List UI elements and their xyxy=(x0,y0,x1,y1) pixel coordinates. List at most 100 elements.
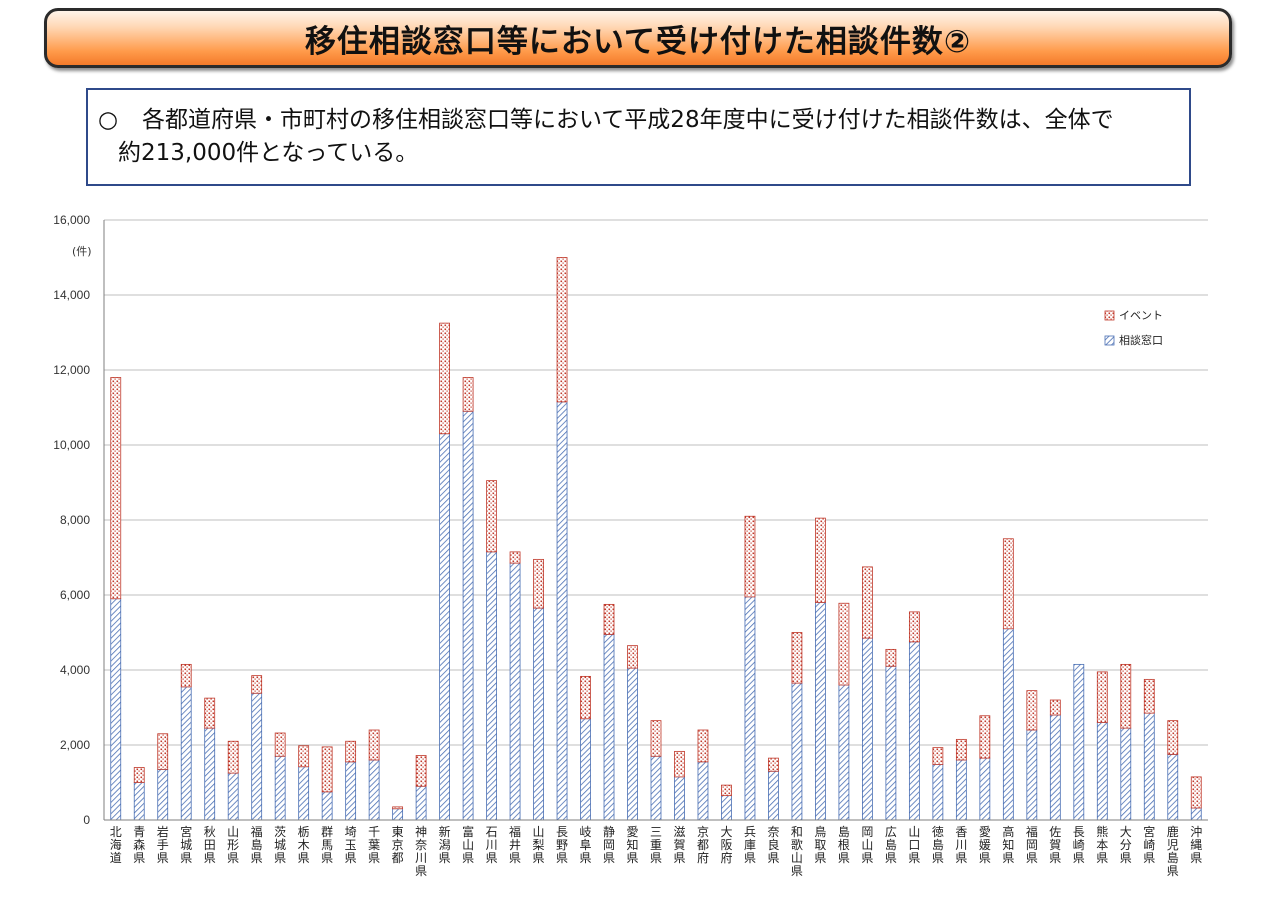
x-tick-label: 富山県 xyxy=(462,824,474,865)
bar-event-45 xyxy=(1167,720,1179,755)
bar-consult-22 xyxy=(627,667,638,821)
bar-event-11 xyxy=(368,729,380,761)
bar-event-36 xyxy=(955,738,967,761)
bar-event-34 xyxy=(908,611,920,643)
x-tick-label: 千葉県 xyxy=(368,825,380,865)
bar-consult-2 xyxy=(157,768,169,821)
x-tick-label: 山口県 xyxy=(908,825,920,865)
bar-consult-25 xyxy=(697,761,709,821)
bar-consult-0 xyxy=(110,598,122,821)
bar-event-7 xyxy=(274,732,286,757)
x-tick-label: 高知県 xyxy=(1002,824,1014,865)
bar-event-12 xyxy=(392,806,404,810)
x-tick-label: 長崎県 xyxy=(1073,825,1085,865)
bar-consult-28 xyxy=(768,770,779,821)
legend-label-event: イベント xyxy=(1119,309,1163,322)
y-tick-label: 4,000 xyxy=(60,663,90,677)
x-tick-label: 静岡県 xyxy=(603,825,615,865)
x-tick-label: 埼玉県 xyxy=(345,825,357,865)
x-tick-label: 石川県 xyxy=(486,825,498,865)
bar-event-0 xyxy=(110,377,122,600)
bar-consult-23 xyxy=(650,755,662,821)
bar-consult-24 xyxy=(674,776,685,821)
bar-consult-26 xyxy=(721,795,732,821)
bar-event-28 xyxy=(768,757,779,772)
bar-consult-44 xyxy=(1143,712,1155,821)
x-tick-label: 栃木県 xyxy=(298,825,310,865)
x-tick-label: 岩手県 xyxy=(157,824,169,865)
x-tick-label: 宮崎県 xyxy=(1143,824,1155,865)
x-tick-label: 愛媛県 xyxy=(979,825,991,865)
y-tick-label: 14,000 xyxy=(53,288,90,302)
stacked-bar-chart: 0 2,000 4,000 6,000 8,000 10,000 12,000 14,000 1… xyxy=(53,213,1208,878)
bar-consult-29 xyxy=(791,682,803,821)
bar-consult-1 xyxy=(133,782,145,821)
x-tick-label: 三重県 xyxy=(650,825,662,865)
bar-consult-12 xyxy=(392,808,404,821)
bar-consult-11 xyxy=(368,759,380,821)
bar-consult-3 xyxy=(180,686,192,821)
bar-consult-45 xyxy=(1167,753,1179,821)
x-tick-label: 佐賀県 xyxy=(1049,825,1061,865)
x-tick-label: 熊本県 xyxy=(1096,824,1108,865)
bar-event-21 xyxy=(603,603,615,635)
x-tick-label: 沖縄県 xyxy=(1190,825,1202,865)
bar-event-18 xyxy=(533,558,544,609)
bar-consult-32 xyxy=(862,637,873,821)
bar-consult-41 xyxy=(1073,663,1085,821)
summary-text: ○ 各都道府県・市町村の移住相談窓口等において平成28年度中に受け付けた相談件数は… xyxy=(98,104,1175,170)
bar-event-13 xyxy=(415,755,427,787)
bar-event-23 xyxy=(650,720,662,757)
x-tick-label: 山梨県 xyxy=(533,825,545,865)
x-tick-label: 青森県 xyxy=(133,825,145,865)
summary-line-2: 約213,000件となっている。 xyxy=(118,140,419,166)
x-tick-label: 和歌山県 xyxy=(791,825,803,878)
bar-event-39 xyxy=(1026,690,1038,731)
bar-event-19 xyxy=(556,257,568,403)
bar-consult-18 xyxy=(533,607,544,821)
bar-consult-16 xyxy=(486,551,497,821)
y-tick-label: 8,000 xyxy=(60,513,90,527)
x-tick-label: 新潟県 xyxy=(439,824,451,865)
bar-event-5 xyxy=(227,740,239,774)
x-tick-label: 鹿児島県 xyxy=(1167,824,1179,878)
legend-swatch-consult xyxy=(1104,335,1115,346)
x-tick-label: 大分県 xyxy=(1120,825,1132,865)
bar-event-17 xyxy=(509,551,521,564)
y-tick-label: 16,000 xyxy=(53,213,90,227)
bar-event-14 xyxy=(439,322,450,435)
x-tick-label: 徳島県 xyxy=(932,824,944,865)
bar-event-9 xyxy=(321,746,333,793)
bar-event-20 xyxy=(580,675,591,720)
bar-event-44 xyxy=(1143,678,1155,714)
bar-event-31 xyxy=(838,602,850,686)
bar-consult-15 xyxy=(462,410,474,821)
x-tick-label: 茨城県 xyxy=(274,825,286,865)
bar-event-33 xyxy=(885,648,897,667)
x-tick-label: 神奈川県 xyxy=(415,825,427,878)
bar-event-46 xyxy=(1190,776,1202,809)
legend-swatch-event xyxy=(1104,310,1115,321)
bar-consult-30 xyxy=(815,602,826,821)
bar-event-26 xyxy=(721,784,732,797)
x-tick-label: 京都府 xyxy=(697,825,709,865)
chart-area: 0 2,000 4,000 6,000 8,000 10,000 12,000 14,000 1… xyxy=(0,200,1280,900)
bar-event-4 xyxy=(204,697,216,729)
bar-consult-37 xyxy=(979,757,991,821)
bar-event-38 xyxy=(1002,538,1014,630)
bar-event-3 xyxy=(180,663,192,688)
bar-event-25 xyxy=(697,729,709,763)
bar-event-27 xyxy=(744,515,756,598)
bar-event-29 xyxy=(791,632,803,684)
bar-consult-43 xyxy=(1120,727,1132,821)
x-tick-label: 島根県 xyxy=(838,824,850,865)
x-tick-label: 群馬県 xyxy=(321,825,333,865)
x-tick-label: 東京都 xyxy=(392,825,404,865)
bar-event-37 xyxy=(979,715,991,759)
bar-event-10 xyxy=(345,740,357,763)
bar-consult-40 xyxy=(1049,714,1061,821)
bar-consult-6 xyxy=(251,692,263,821)
x-tick-label: 長野県 xyxy=(556,825,568,865)
x-tick-label: 福島県 xyxy=(251,824,263,865)
x-tick-label: 広島県 xyxy=(885,825,897,865)
